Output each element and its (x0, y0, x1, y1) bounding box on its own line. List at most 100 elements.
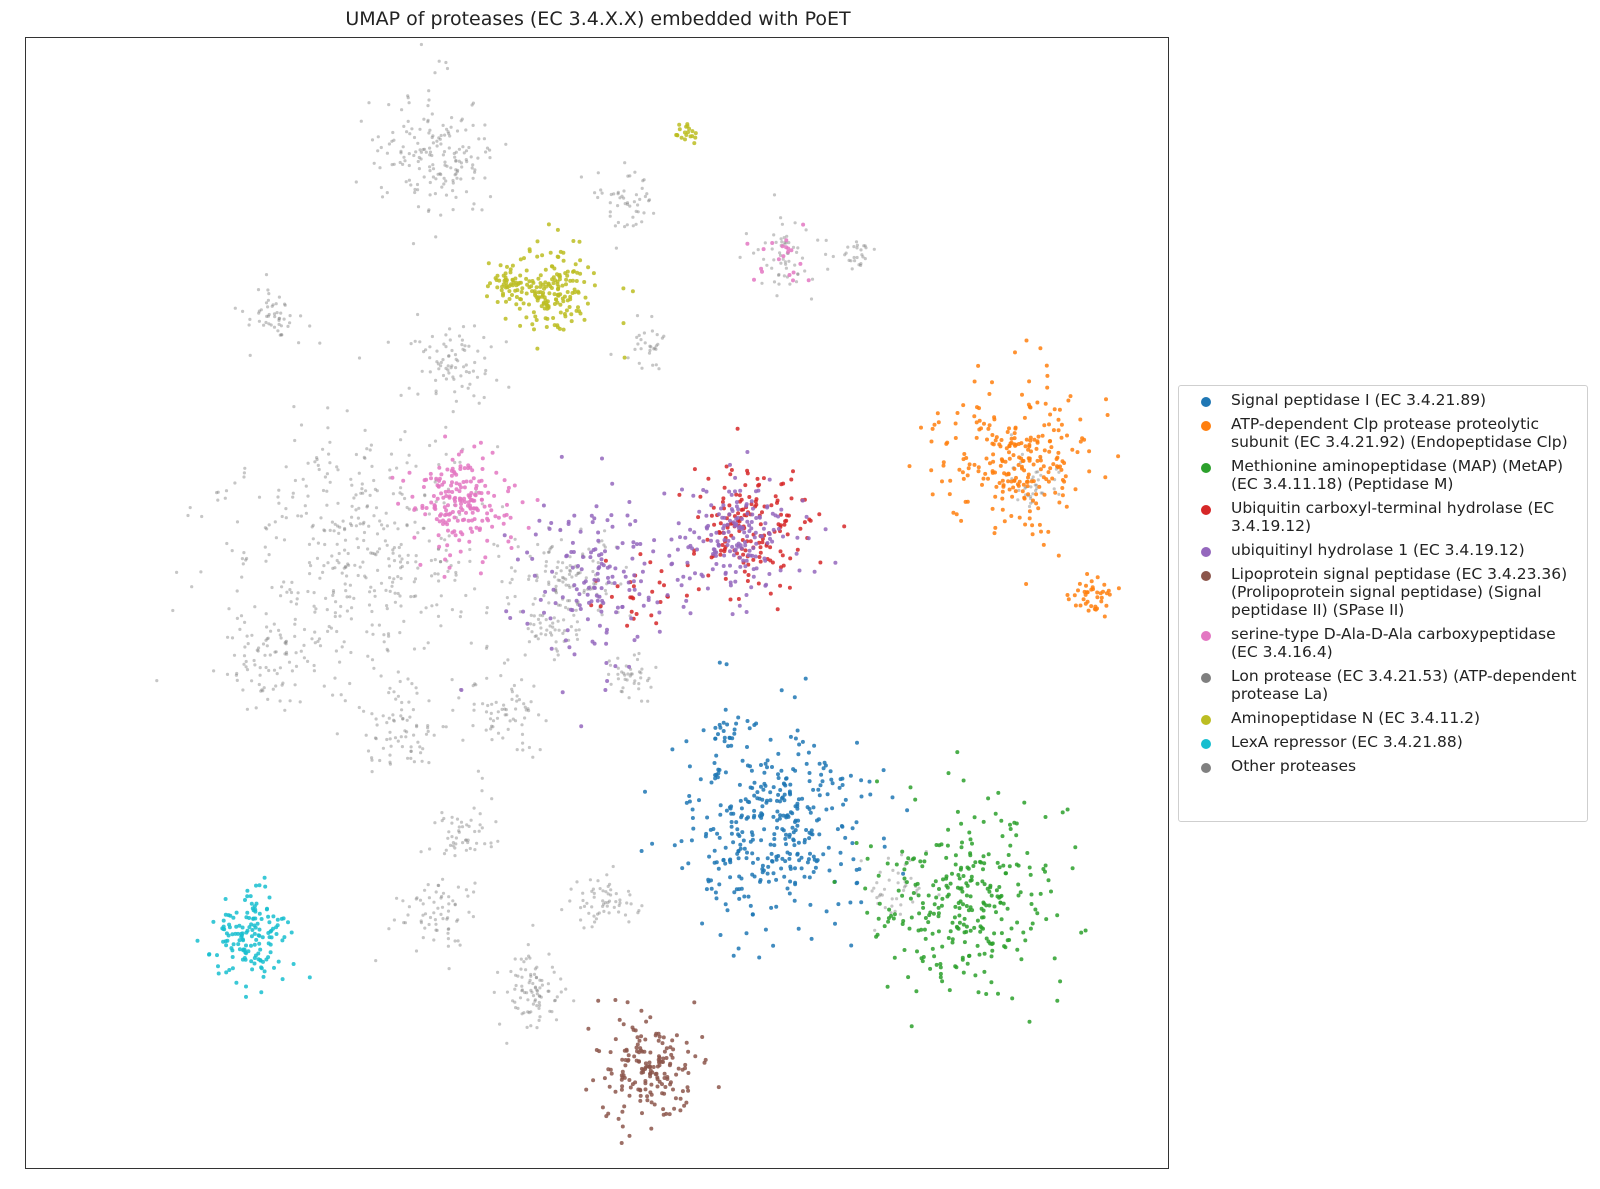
data-point (758, 879, 762, 884)
data-point (373, 594, 377, 598)
data-point (988, 461, 992, 466)
data-point (446, 130, 450, 134)
data-point (505, 596, 509, 600)
data-point (919, 956, 924, 961)
data-point (776, 772, 780, 777)
data-point (245, 910, 250, 915)
data-point (456, 939, 460, 943)
data-point (267, 292, 271, 296)
data-point (342, 640, 346, 644)
data-point (1056, 450, 1061, 455)
data-point (1058, 979, 1063, 984)
data-point (443, 160, 447, 164)
data-point (550, 965, 555, 969)
data-point (753, 530, 758, 535)
data-point (377, 547, 382, 551)
data-point (396, 527, 400, 531)
data-point (987, 392, 992, 396)
data-point (530, 556, 535, 561)
data-point (728, 857, 733, 862)
data-point (844, 251, 848, 255)
data-point (1048, 466, 1053, 471)
data-point (683, 535, 688, 540)
data-point (755, 790, 760, 795)
data-point (335, 465, 339, 469)
data-point (535, 579, 539, 583)
data-point (745, 450, 750, 454)
data-point (738, 798, 743, 803)
data-point (961, 902, 965, 907)
data-point (447, 371, 451, 375)
data-point (648, 344, 652, 348)
legend-marker (1201, 763, 1211, 773)
data-point (986, 476, 990, 481)
data-point (1013, 425, 1018, 430)
data-point (763, 783, 768, 788)
data-point (547, 580, 551, 584)
data-point (491, 725, 495, 729)
data-point (535, 1004, 539, 1008)
data-point (749, 520, 754, 524)
data-point (779, 237, 783, 241)
data-point (606, 900, 610, 905)
data-point (1001, 863, 1006, 868)
data-point (637, 687, 641, 691)
data-point (448, 553, 453, 558)
data-point (485, 146, 490, 150)
data-point (1027, 509, 1032, 514)
data-point (376, 550, 380, 554)
data-point (648, 1074, 653, 1079)
data-point (1070, 866, 1075, 871)
data-point (548, 1009, 552, 1013)
data-point (388, 737, 392, 741)
data-point (959, 845, 964, 850)
data-point (365, 505, 369, 509)
data-point (591, 271, 596, 276)
data-point (514, 295, 519, 299)
data-point (433, 439, 438, 443)
data-point (434, 177, 438, 181)
data-point (412, 647, 417, 651)
data-point (542, 551, 546, 555)
data-point (481, 702, 485, 706)
data-point (249, 901, 254, 906)
data-point (794, 551, 799, 556)
data-point (959, 865, 964, 870)
data-point (745, 519, 750, 524)
data-point (531, 755, 535, 759)
data-point (687, 794, 692, 798)
data-point (654, 347, 658, 351)
data-point (350, 606, 354, 610)
data-point (1057, 500, 1062, 505)
data-point (490, 724, 494, 728)
data-point (444, 548, 448, 552)
data-point (583, 295, 588, 300)
data-point (775, 294, 779, 298)
data-point (472, 444, 477, 449)
data-point (549, 286, 554, 290)
data-point (721, 496, 726, 501)
data-point (527, 640, 531, 644)
data-point (499, 288, 504, 293)
data-point (825, 792, 830, 797)
data-point (467, 539, 472, 544)
data-point (508, 581, 512, 585)
series-10 (155, 42, 1061, 1045)
data-point (428, 128, 432, 132)
data-point (1078, 439, 1083, 444)
data-point (420, 503, 425, 508)
data-point (754, 489, 758, 494)
data-point (537, 518, 542, 523)
data-point (709, 780, 714, 785)
data-point (366, 654, 370, 658)
data-point (486, 261, 491, 266)
data-point (721, 729, 726, 733)
data-point (421, 913, 425, 917)
data-point (937, 843, 942, 848)
data-point (216, 498, 220, 502)
data-point (1116, 454, 1121, 459)
data-point (938, 975, 943, 980)
data-point (415, 691, 419, 695)
data-point (997, 865, 1002, 870)
data-point (527, 285, 532, 290)
